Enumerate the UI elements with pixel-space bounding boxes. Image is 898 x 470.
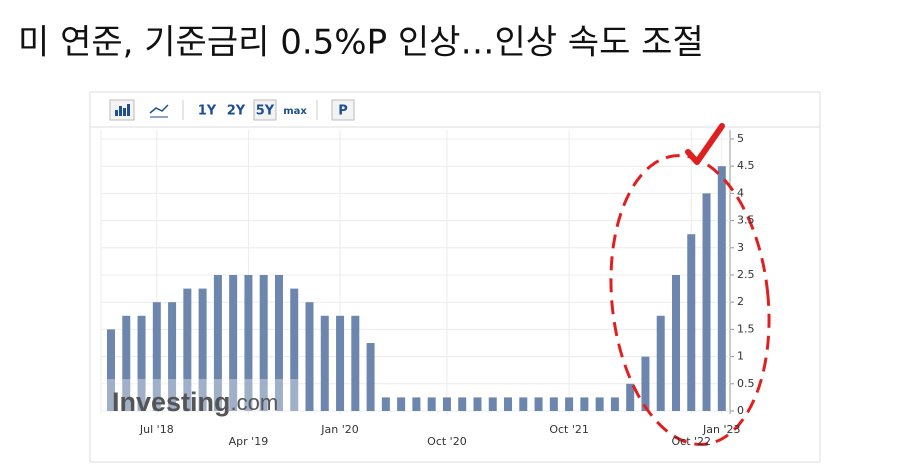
bar bbox=[168, 302, 177, 411]
x-tick-label: Jan '20 bbox=[320, 423, 358, 436]
bar bbox=[305, 302, 314, 411]
toolbar-button[interactable]: P bbox=[338, 104, 348, 119]
y-tick-label: 2.5 bbox=[737, 268, 755, 281]
toolbar-button[interactable]: max bbox=[283, 106, 307, 117]
bar bbox=[717, 166, 726, 411]
bar bbox=[137, 315, 146, 411]
bar bbox=[610, 397, 619, 411]
check-mark bbox=[685, 123, 725, 165]
x-tick-label: Oct '20 bbox=[427, 435, 467, 448]
bar bbox=[580, 397, 589, 411]
bar bbox=[442, 397, 451, 411]
bar bbox=[641, 356, 650, 411]
watermark: Investing.com bbox=[112, 387, 278, 417]
plot bbox=[101, 130, 730, 414]
bar bbox=[519, 397, 528, 411]
bar bbox=[626, 383, 635, 411]
x-tick-label: Jan '23 bbox=[702, 423, 740, 436]
bar bbox=[381, 397, 390, 411]
y-tick-label: 1 bbox=[737, 350, 744, 363]
bar bbox=[320, 315, 329, 411]
highlight-ellipse bbox=[609, 154, 771, 446]
bar bbox=[244, 275, 253, 411]
bar bbox=[565, 397, 574, 411]
watermark-brand: Investing bbox=[112, 387, 231, 417]
headline: 미 연준, 기준금리 0.5%P 인상…인상 속도 조절 bbox=[18, 23, 704, 63]
x-tick-label: Apr '19 bbox=[229, 435, 269, 448]
bar bbox=[534, 397, 543, 411]
bar bbox=[412, 397, 421, 411]
bar bbox=[702, 193, 711, 411]
bar bbox=[107, 329, 115, 411]
bar bbox=[274, 275, 283, 411]
bar bbox=[656, 315, 665, 411]
bar bbox=[213, 275, 222, 411]
y-tick-label: 4.5 bbox=[737, 159, 755, 172]
y-tick-label: 3.5 bbox=[737, 214, 755, 227]
bar bbox=[366, 343, 375, 411]
bar bbox=[549, 397, 558, 411]
bar bbox=[351, 315, 360, 411]
bar bbox=[198, 288, 207, 411]
bar bbox=[687, 234, 696, 411]
chart-frame bbox=[89, 91, 821, 463]
y-tick-label: 1.5 bbox=[737, 322, 755, 335]
bar bbox=[488, 397, 497, 411]
watermark-suffix: .com bbox=[231, 390, 279, 415]
line-chart-button[interactable] bbox=[149, 104, 169, 114]
bar bbox=[458, 397, 467, 411]
y-tick-label: 0.5 bbox=[737, 377, 755, 390]
y-tick-label: 2 bbox=[737, 295, 744, 308]
bar bbox=[473, 397, 482, 411]
y-tick-label: 4 bbox=[737, 186, 744, 199]
toolbar-button[interactable]: 1Y bbox=[198, 104, 217, 119]
watermark-band bbox=[103, 379, 301, 411]
x-tick-label: Jul '18 bbox=[139, 423, 174, 436]
y-tick-label: 0 bbox=[737, 404, 744, 417]
bar bbox=[671, 275, 680, 411]
y-tick-label: 5 bbox=[737, 132, 744, 145]
y-tick-label: 3 bbox=[737, 241, 744, 254]
bar bbox=[427, 397, 436, 411]
x-tick-label: Oct '22 bbox=[671, 435, 711, 448]
bar bbox=[229, 275, 238, 411]
bar bbox=[152, 302, 161, 411]
bar bbox=[259, 275, 268, 411]
x-tick-label: Oct '21 bbox=[549, 423, 589, 436]
toolbar-button[interactable]: 5Y bbox=[256, 104, 275, 119]
toolbar-icons bbox=[109, 99, 355, 121]
bar bbox=[122, 315, 131, 411]
bar bbox=[397, 397, 406, 411]
bar bbox=[504, 397, 513, 411]
bar bbox=[595, 397, 604, 411]
bar bbox=[290, 288, 299, 411]
toolbar-button[interactable]: 2Y bbox=[227, 104, 246, 119]
bar bbox=[183, 288, 192, 411]
bar bbox=[336, 315, 345, 411]
